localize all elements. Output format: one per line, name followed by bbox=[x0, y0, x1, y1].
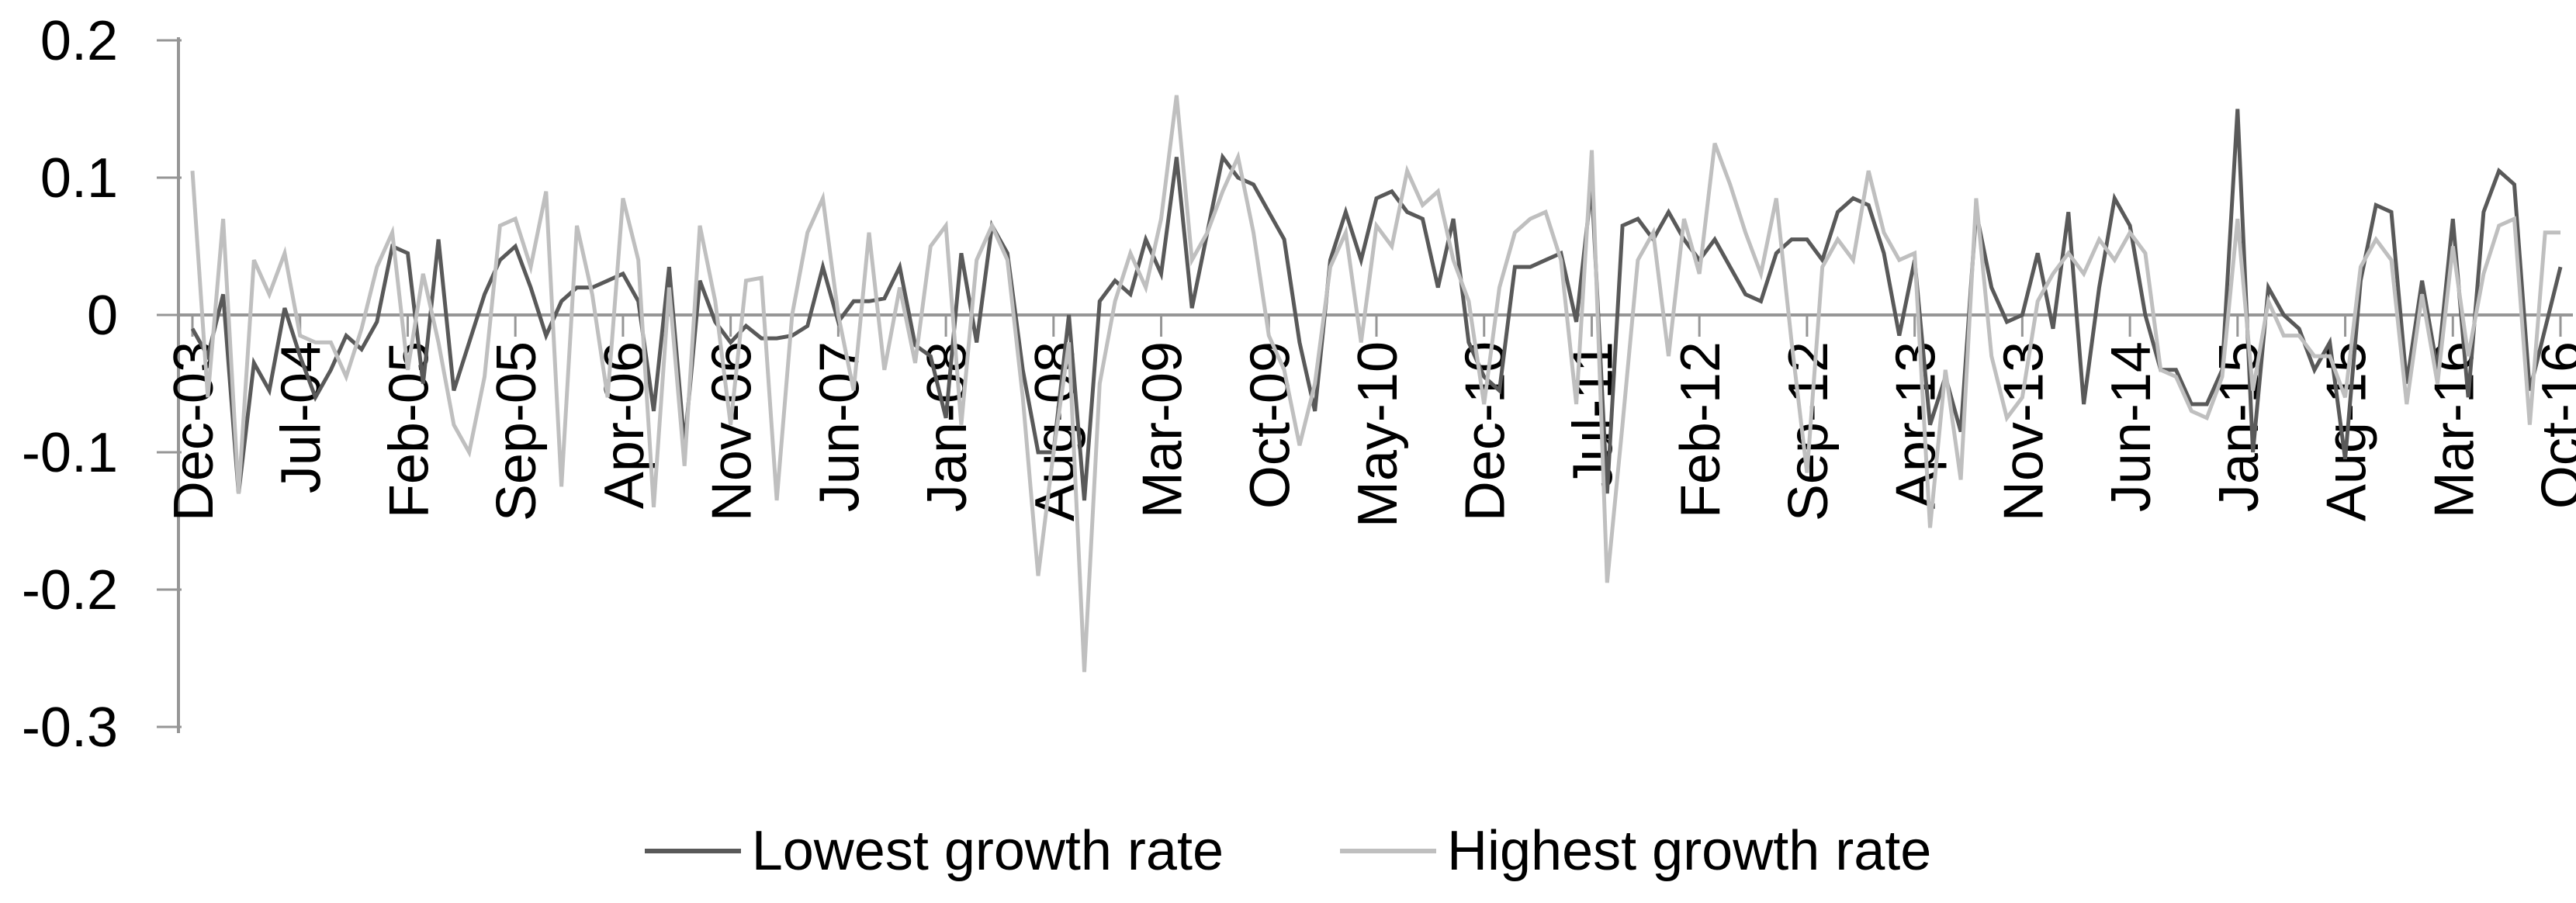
x-tick-label: Dec-10 bbox=[1455, 341, 1517, 521]
y-tick-label: -0.2 bbox=[22, 559, 118, 621]
x-tick-label: May-10 bbox=[1347, 341, 1409, 528]
legend-item-highest: Highest growth rate bbox=[1340, 819, 1931, 883]
y-tick-label: 0.2 bbox=[40, 10, 118, 72]
legend-label-lowest: Lowest growth rate bbox=[751, 820, 1224, 882]
x-tick-label: Nov-06 bbox=[701, 341, 763, 521]
x-tick-label: Jul-04 bbox=[271, 341, 333, 493]
y-tick-label: -0.1 bbox=[22, 422, 118, 484]
legend: Lowest growth rate Highest growth rate bbox=[0, 819, 2576, 883]
x-tick-label: Apr-13 bbox=[1885, 341, 1948, 509]
x-tick-label: Jan-08 bbox=[916, 341, 978, 512]
series-line-lowest bbox=[190, 109, 2563, 501]
x-tick-label: Nov-13 bbox=[1993, 341, 2055, 521]
legend-line-lowest-icon bbox=[644, 849, 741, 853]
x-tick-label: Dec-03 bbox=[163, 341, 225, 521]
x-tick-label: Oct-16 bbox=[2531, 341, 2576, 509]
x-tick-label: Oct-09 bbox=[1239, 341, 1301, 509]
y-tick-label: 0 bbox=[87, 285, 118, 347]
x-tick-label: Jun-14 bbox=[2100, 341, 2162, 512]
y-tick-label: -0.3 bbox=[22, 697, 118, 759]
x-tick-label: Mar-16 bbox=[2423, 341, 2485, 518]
x-tick-label: Feb-12 bbox=[1670, 341, 1732, 518]
y-tick-label: 0.1 bbox=[40, 147, 118, 209]
x-tick-label: Mar-09 bbox=[1132, 341, 1194, 518]
legend-item-lowest: Lowest growth rate bbox=[644, 819, 1224, 883]
x-tick-label: Sep-05 bbox=[486, 341, 548, 521]
x-tick-label: Feb-05 bbox=[378, 341, 440, 518]
legend-line-highest-icon bbox=[1340, 849, 1436, 853]
x-tick-label: Jun-07 bbox=[808, 341, 871, 512]
series-line-highest bbox=[190, 95, 2560, 673]
legend-label-highest: Highest growth rate bbox=[1447, 820, 1932, 882]
